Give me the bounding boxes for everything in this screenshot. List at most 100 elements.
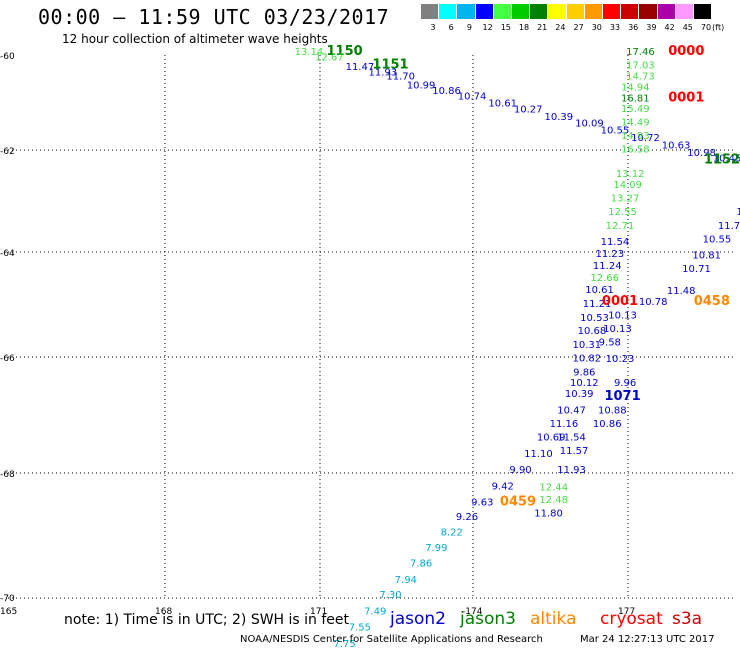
wave-height-label: 1150: [327, 44, 363, 59]
wave-height-label: 9.63: [471, 498, 493, 509]
wave-height-label: 11.57: [560, 446, 589, 457]
wave-height-label: 10.23: [606, 354, 635, 365]
wave-height-label: 10.55: [703, 234, 732, 245]
legend-label: 15: [500, 23, 511, 32]
wave-height-label: 12.67: [315, 52, 344, 63]
wave-height-label: 9.26: [456, 512, 478, 523]
wave-height-label: 11.21: [583, 299, 612, 310]
wave-height-label: 17.03: [626, 61, 655, 72]
wave-height-label: 11.80: [534, 509, 563, 520]
wave-height-label: 1151: [372, 58, 408, 73]
wave-height-label: 10.12: [570, 378, 599, 389]
map-grid: [8, 55, 735, 599]
wave-height-label: 14.94: [621, 82, 650, 93]
wave-height-label: 8.22: [441, 528, 463, 539]
satellite-jason2: jason2: [390, 609, 446, 629]
wave-height-label: 10.69: [537, 433, 566, 444]
legend-label: 24: [555, 23, 566, 32]
wave-height-label: 7.30: [379, 590, 401, 601]
legend-swatch: [457, 4, 475, 19]
wave-height-label: 16.58: [621, 145, 650, 156]
legend-unit: (ft): [712, 23, 725, 32]
wave-height-label: 11.70: [386, 71, 415, 82]
wave-height-label: 14.49: [621, 118, 650, 129]
wave-height-label: 0459: [500, 495, 536, 510]
legend-label: 39: [646, 23, 657, 32]
wave-height-label: 9.96: [614, 378, 636, 389]
wave-height-label: 9.90: [509, 465, 531, 476]
legend-label: 45: [682, 23, 693, 32]
wave-height-label: 7.86: [410, 559, 432, 570]
legend-swatch: [512, 4, 530, 19]
latitude-label: -66: [0, 354, 15, 364]
wave-height-label: 10.86: [593, 419, 622, 430]
wave-height-label: 10.09: [575, 119, 604, 130]
wave-height-label: 11.48: [667, 286, 696, 297]
wave-height-label: 10.99: [407, 81, 436, 92]
footer-note: note: 1) Time is in UTC; 2) SWH is in fe…: [64, 612, 350, 628]
legend-label: 33: [609, 23, 621, 32]
wave-height-label: 11.71: [718, 221, 740, 232]
legend-swatch: [548, 4, 566, 19]
legend-label: 3: [430, 23, 436, 32]
legend-swatch: [421, 4, 439, 19]
legend-label: 18: [518, 23, 530, 32]
legend-swatch: [657, 4, 675, 19]
wave-height-label: 11.47: [346, 62, 375, 73]
wave-height-label: 10.98: [687, 148, 716, 159]
wave-height-label: 14.09: [613, 180, 642, 191]
wave-height-points: 13.14 115012.6711.47115111.9311.7010.9910…: [295, 44, 740, 650]
wave-height-label: 10.47: [557, 405, 586, 416]
wave-height-label: 10.72: [631, 133, 660, 144]
wave-height-label: 10.61: [585, 285, 614, 296]
wave-height-label: 0001: [602, 294, 638, 309]
latitude-label: -70: [0, 594, 15, 604]
legend-label: 9: [466, 23, 472, 32]
wave-height-label: 10.61: [488, 99, 517, 110]
wave-height-label: 1152: [704, 153, 740, 168]
legend-label: 27: [573, 23, 584, 32]
satellite-jason3: jason3: [460, 609, 516, 629]
legend-label: 30: [591, 23, 602, 32]
wave-height-label: 12.55: [608, 207, 637, 218]
legend-swatch: [694, 4, 712, 19]
wave-height-label: 11.2: [736, 207, 740, 218]
wave-height-label: 10.63: [662, 140, 691, 151]
legend-label: 70: [700, 23, 712, 32]
legend-swatch: [639, 4, 657, 19]
wave-height-label: 10.39: [544, 112, 573, 123]
legend-swatch: [621, 4, 639, 19]
wave-height-label: 16.81: [621, 94, 650, 105]
wave-height-label: 11.24: [593, 261, 622, 272]
legend-swatch: [530, 4, 548, 19]
wave-height-label: 12.44: [539, 482, 568, 493]
wave-height-label: 10.86: [432, 86, 461, 97]
wave-height-label: 1071: [604, 389, 640, 404]
wave-height-label: 10.39: [565, 389, 594, 400]
wave-height-label: 10.68: [578, 326, 607, 337]
legend-label: 42: [664, 23, 675, 32]
wave-height-label: 11.10: [524, 449, 553, 460]
wave-height-label: 0001: [668, 91, 704, 106]
wave-height-label: 13.14: [295, 47, 324, 58]
wave-height-label: 13.27: [611, 194, 640, 205]
wave-height-label: 10.13: [608, 310, 637, 321]
wave-height-label: 10.78: [639, 297, 668, 308]
footer-credit: NOAA/NESDIS Center for Satellite Applica…: [240, 634, 543, 645]
latitude-label: -60: [0, 52, 15, 62]
legend-swatch: [493, 4, 512, 19]
wave-height-label: 9.58: [599, 338, 621, 349]
wave-height-label: 0458: [694, 294, 730, 309]
longitude-label: 168: [155, 607, 172, 617]
wave-height-label: 10.71: [682, 264, 711, 275]
latitude-label: -64: [0, 249, 15, 259]
wave-height-label: 10.55: [601, 126, 630, 137]
wave-height-label: 14.73: [626, 71, 655, 82]
legend-label: 36: [628, 23, 639, 32]
satellite-s3a: s3a: [672, 609, 703, 629]
wave-height-label: 12.71: [606, 221, 635, 232]
wave-height-label: 10.13: [603, 324, 632, 335]
wave-height-label: 10.82: [573, 353, 602, 364]
wave-height-label: 11.16: [550, 419, 579, 430]
